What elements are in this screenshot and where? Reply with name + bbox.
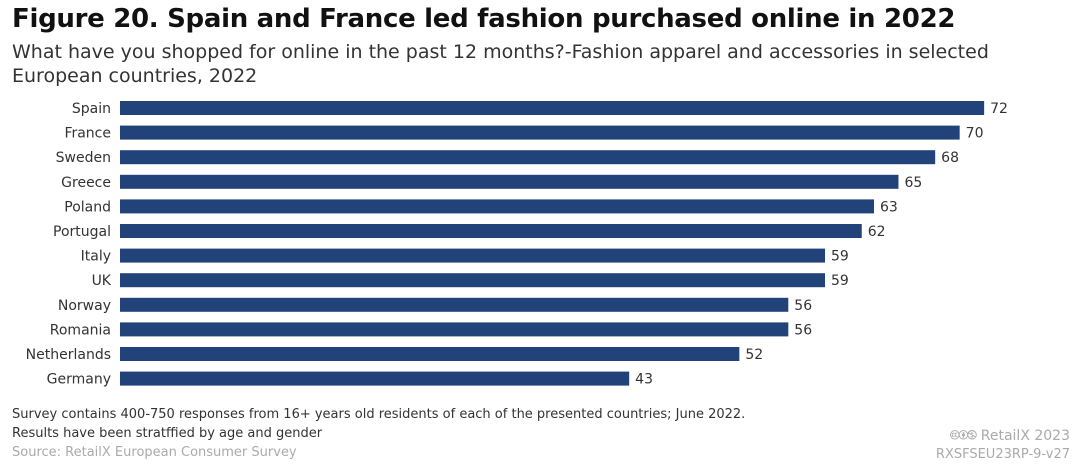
data-label: 59 [831, 249, 849, 265]
bar-chart: Spain 72 France 70 Sweden 68 Greece 65 Poland 63 P… [26, 101, 1008, 388]
data-label: 65 [904, 175, 922, 191]
category-label: Netherlands [26, 347, 111, 363]
category-label: Italy [81, 249, 111, 265]
category-label: Portugal [53, 224, 111, 240]
chart-title: Figure 20. Spain and France led fashion … [12, 4, 956, 34]
category-label: Germany [47, 372, 111, 388]
category-label: Sweden [56, 150, 111, 166]
category-label: France [64, 126, 111, 142]
bar-france [120, 125, 960, 140]
category-label: Norway [58, 298, 111, 314]
data-label: 59 [831, 273, 849, 289]
category-label: Poland [64, 199, 111, 215]
category-label: Spain [72, 101, 111, 117]
data-label: 68 [941, 150, 959, 166]
data-label: 52 [745, 347, 763, 363]
bar-spain [120, 101, 985, 115]
data-label: 70 [966, 126, 984, 142]
bar-norway [120, 297, 789, 312]
data-label: 62 [868, 224, 886, 240]
bar-sweden [120, 150, 936, 165]
bar-germany [120, 371, 630, 386]
source-note: Source: RetailX European Consumer Survey [12, 445, 297, 460]
data-label: 56 [794, 322, 812, 338]
chart-subtitle: What have you shopped for online in the … [12, 41, 989, 87]
bar-romania [120, 322, 789, 337]
bar-italy [120, 248, 826, 263]
bar-poland [120, 199, 874, 214]
stratification-note: Results have been stratffied by age and … [12, 426, 323, 441]
bar-greece [120, 174, 899, 189]
bar-netherlands [120, 347, 740, 361]
copyright: 🅭🅯🄏 RetailX 2023 [950, 428, 1070, 444]
category-label: UK [92, 273, 112, 289]
chart-code: RXSFSEU23RP-9-v27 [935, 447, 1070, 462]
bar-uk [120, 273, 826, 288]
data-label: 56 [794, 298, 812, 314]
bar-portugal [120, 224, 862, 238]
data-label: 43 [635, 372, 653, 388]
category-label: Romania [50, 322, 111, 338]
data-label: 63 [880, 199, 898, 215]
survey-note: Survey contains 400-750 responses from 1… [12, 407, 746, 422]
data-label: 72 [990, 101, 1008, 117]
category-label: Greece [61, 175, 111, 191]
